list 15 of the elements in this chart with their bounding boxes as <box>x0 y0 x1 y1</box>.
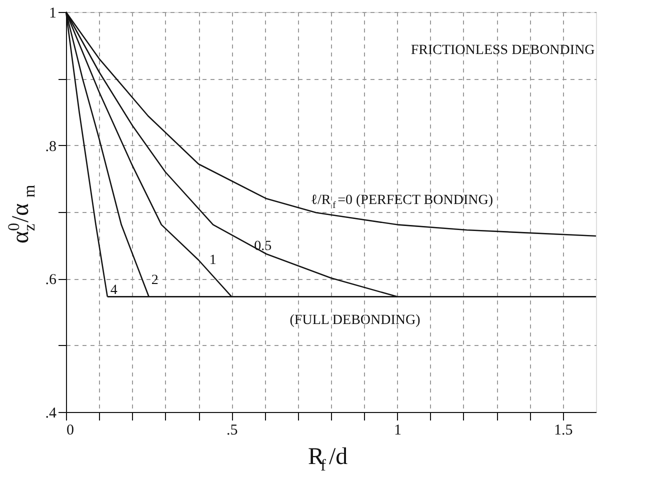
y-tick-label: .8 <box>45 138 56 155</box>
annotation: 1 <box>209 253 216 268</box>
y-tick-label: 1 <box>49 6 56 22</box>
x-tick-label: 0 <box>66 422 74 438</box>
x-tick-label: .5 <box>226 422 238 438</box>
annotation: 2 <box>151 273 158 288</box>
annotation: FRICTIONLESS DEBONDING <box>410 43 595 58</box>
y-tick-label: .6 <box>45 272 57 288</box>
annotation: 4 <box>110 283 118 298</box>
y-tick-label: .4 <box>45 406 57 422</box>
x-tick-label: 1.5 <box>554 422 573 438</box>
annotation: 0.5 <box>254 239 272 254</box>
x-tick-label: 1 <box>394 422 402 438</box>
y-axis-title: α0z/αm <box>4 184 39 244</box>
annotation: (FULL DEBONDING) <box>290 313 421 328</box>
